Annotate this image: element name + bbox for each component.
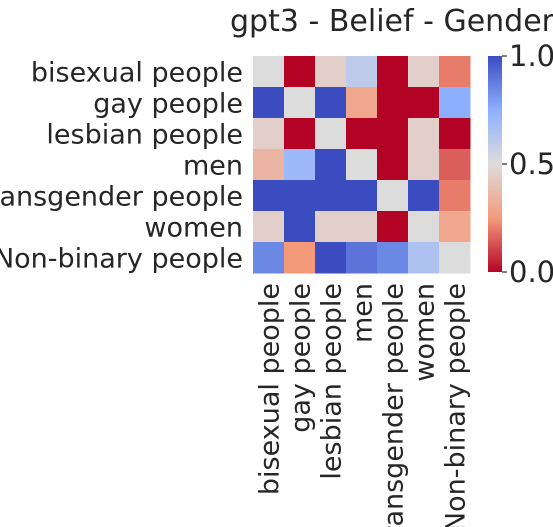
heatmap-cell bbox=[346, 242, 378, 274]
heatmap-cell bbox=[284, 87, 316, 119]
heatmap-cell bbox=[284, 118, 316, 150]
heatmap-cell bbox=[284, 242, 316, 274]
heatmap-cell bbox=[253, 242, 285, 274]
heatmap-cell bbox=[377, 211, 409, 243]
column-label: men bbox=[348, 283, 379, 343]
heatmap-cell bbox=[284, 211, 316, 243]
heatmap-cell bbox=[439, 211, 471, 243]
column-label: Non-binary people bbox=[441, 283, 472, 527]
heatmap-cell bbox=[284, 56, 316, 88]
row-label: transgender people bbox=[0, 182, 243, 213]
colorbar-tick-label: 1.0 bbox=[509, 39, 553, 73]
heatmap-cell bbox=[253, 149, 285, 181]
heatmap-cell bbox=[253, 180, 285, 212]
heatmap-cell bbox=[377, 242, 409, 274]
column-label: gay people bbox=[286, 283, 317, 433]
heatmap-cell bbox=[346, 87, 378, 119]
heatmap-cell bbox=[377, 87, 409, 119]
heatmap-cell bbox=[408, 118, 440, 150]
chart-title: gpt3 - Belief - Gender bbox=[230, 4, 553, 39]
row-label: gay people bbox=[93, 89, 243, 120]
row-label: bisexual people bbox=[31, 58, 243, 89]
heatmap-cell bbox=[408, 242, 440, 274]
row-label: Non-binary people bbox=[0, 244, 243, 275]
heatmap-cell bbox=[253, 87, 285, 119]
column-label: transgender people bbox=[379, 283, 410, 527]
column-label: lesbian people bbox=[317, 283, 348, 480]
heatmap-cell bbox=[439, 180, 471, 212]
heatmap-cell bbox=[377, 149, 409, 181]
heatmap-cell bbox=[439, 242, 471, 274]
colorbar-gradient bbox=[488, 56, 502, 272]
heatmap-cell bbox=[408, 211, 440, 243]
heatmap-cell bbox=[346, 56, 378, 88]
column-label: bisexual people bbox=[255, 283, 286, 495]
heatmap-cells bbox=[253, 56, 471, 274]
heatmap-cell bbox=[253, 211, 285, 243]
heatmap-cell bbox=[315, 211, 347, 243]
heatmap-cell bbox=[346, 118, 378, 150]
heatmap-cell bbox=[408, 180, 440, 212]
heatmap-cell bbox=[315, 87, 347, 119]
heatmap-cell bbox=[346, 149, 378, 181]
heatmap-cell bbox=[315, 118, 347, 150]
heatmap-cell bbox=[377, 118, 409, 150]
heatmap-cell bbox=[315, 149, 347, 181]
column-label: women bbox=[410, 283, 441, 382]
heatmap-cell bbox=[253, 118, 285, 150]
heatmap-cell bbox=[439, 149, 471, 181]
heatmap-cell bbox=[284, 180, 316, 212]
colorbar-tick-label: 0.5 bbox=[509, 147, 553, 181]
heatmap-cell bbox=[315, 56, 347, 88]
colorbar-tick-label: 0.0 bbox=[509, 255, 553, 289]
heatmap-cell bbox=[439, 87, 471, 119]
row-label: women bbox=[144, 213, 243, 244]
heatmap-cell bbox=[315, 242, 347, 274]
column-labels: bisexual people gay people lesbian people m… bbox=[255, 283, 472, 527]
heatmap-cell bbox=[315, 180, 347, 212]
row-label: lesbian people bbox=[46, 120, 243, 151]
heatmap-cell bbox=[408, 56, 440, 88]
heatmap-cell bbox=[408, 149, 440, 181]
heatmap-cell bbox=[346, 211, 378, 243]
row-label: men bbox=[183, 151, 243, 182]
heatmap-cell bbox=[284, 149, 316, 181]
heatmap-cell bbox=[439, 118, 471, 150]
heatmap-cell bbox=[253, 56, 285, 88]
colorbar: 0.0 0.5 1.0 bbox=[488, 39, 553, 289]
heatmap-cell bbox=[408, 87, 440, 119]
heatmap-cell bbox=[377, 56, 409, 88]
heatmap-cell bbox=[346, 180, 378, 212]
heatmap-cell bbox=[377, 180, 409, 212]
heatmap-cell bbox=[439, 56, 471, 88]
